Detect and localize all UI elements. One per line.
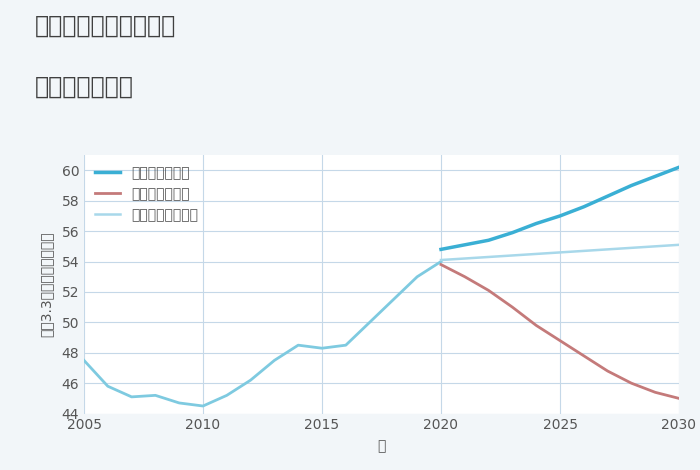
Text: 愛知県岡崎市不吹町の: 愛知県岡崎市不吹町の (35, 14, 176, 38)
ノーマルシナリオ (532, 251, 540, 257)
グッドシナリオ (651, 173, 659, 179)
バッドシナリオ (484, 288, 493, 293)
バッドシナリオ (675, 396, 683, 401)
グッドシナリオ (484, 237, 493, 243)
ノーマルシナリオ (675, 242, 683, 248)
グッドシナリオ (556, 213, 564, 219)
Line: バッドシナリオ: バッドシナリオ (441, 265, 679, 399)
ノーマルシナリオ (556, 250, 564, 255)
バッドシナリオ (651, 390, 659, 395)
バッドシナリオ (437, 262, 445, 267)
Text: 土地の価格推移: 土地の価格推移 (35, 75, 134, 99)
Line: グッドシナリオ: グッドシナリオ (441, 167, 679, 250)
グッドシナリオ (627, 183, 636, 188)
Line: ノーマルシナリオ: ノーマルシナリオ (441, 245, 679, 260)
ノーマルシナリオ (484, 254, 493, 260)
バッドシナリオ (532, 322, 540, 328)
ノーマルシナリオ (603, 247, 612, 252)
グッドシナリオ (508, 230, 517, 235)
グッドシナリオ (461, 242, 469, 248)
Y-axis label: 平（3.3㎡）単価（万円）: 平（3.3㎡）単価（万円） (39, 232, 53, 337)
Legend: グッドシナリオ, バッドシナリオ, ノーマルシナリオ: グッドシナリオ, バッドシナリオ, ノーマルシナリオ (91, 162, 202, 226)
バッドシナリオ (580, 353, 588, 359)
ノーマルシナリオ (580, 248, 588, 254)
ノーマルシナリオ (437, 257, 445, 263)
ノーマルシナリオ (627, 245, 636, 251)
バッドシナリオ (556, 338, 564, 344)
バッドシナリオ (603, 368, 612, 374)
バッドシナリオ (461, 274, 469, 280)
ノーマルシナリオ (651, 243, 659, 249)
ノーマルシナリオ (461, 256, 469, 261)
グッドシナリオ (437, 247, 445, 252)
ノーマルシナリオ (508, 253, 517, 258)
バッドシナリオ (508, 305, 517, 310)
X-axis label: 年: 年 (377, 439, 386, 454)
バッドシナリオ (627, 380, 636, 386)
グッドシナリオ (580, 204, 588, 210)
グッドシナリオ (675, 164, 683, 170)
グッドシナリオ (603, 193, 612, 199)
グッドシナリオ (532, 221, 540, 227)
